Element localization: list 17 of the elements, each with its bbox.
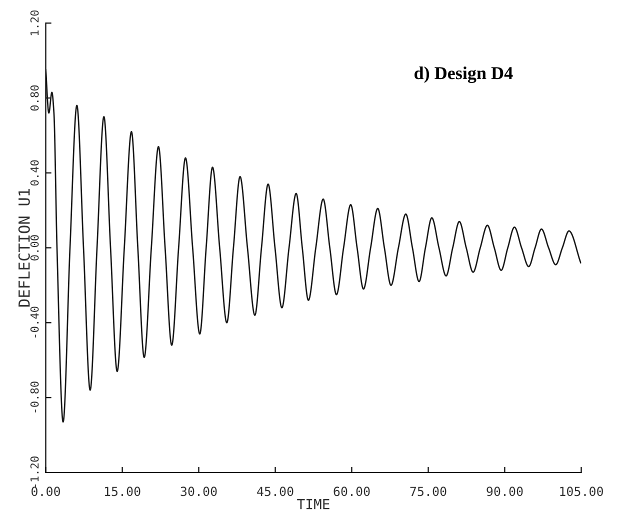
x-tick-label: 45.00 — [257, 486, 294, 496]
x-tick-label: 105.00 — [560, 486, 603, 496]
x-tick-label: 90.00 — [486, 486, 523, 496]
x-axis-title: TIME — [297, 499, 330, 510]
y-tick-label: -0.40 — [30, 306, 39, 338]
y-tick-label: 1.20 — [30, 10, 39, 36]
x-tick-label: 75.00 — [410, 486, 446, 496]
x-tick-label: 60.00 — [334, 486, 370, 496]
y-tick-label: 0.00 — [30, 235, 39, 260]
y-tick-label: -1.20 — [30, 456, 39, 488]
x-tick-label: 15.00 — [104, 486, 140, 496]
y-tick-label: 0.80 — [30, 85, 39, 111]
y-tick-label: -0.80 — [30, 382, 39, 412]
x-tick-label: 30.00 — [180, 486, 217, 496]
text: d) Design D4 — [414, 66, 513, 84]
y-axis-title: DEFLECTION U1 — [18, 189, 30, 307]
y-tick-label: 0.40 — [30, 160, 39, 186]
